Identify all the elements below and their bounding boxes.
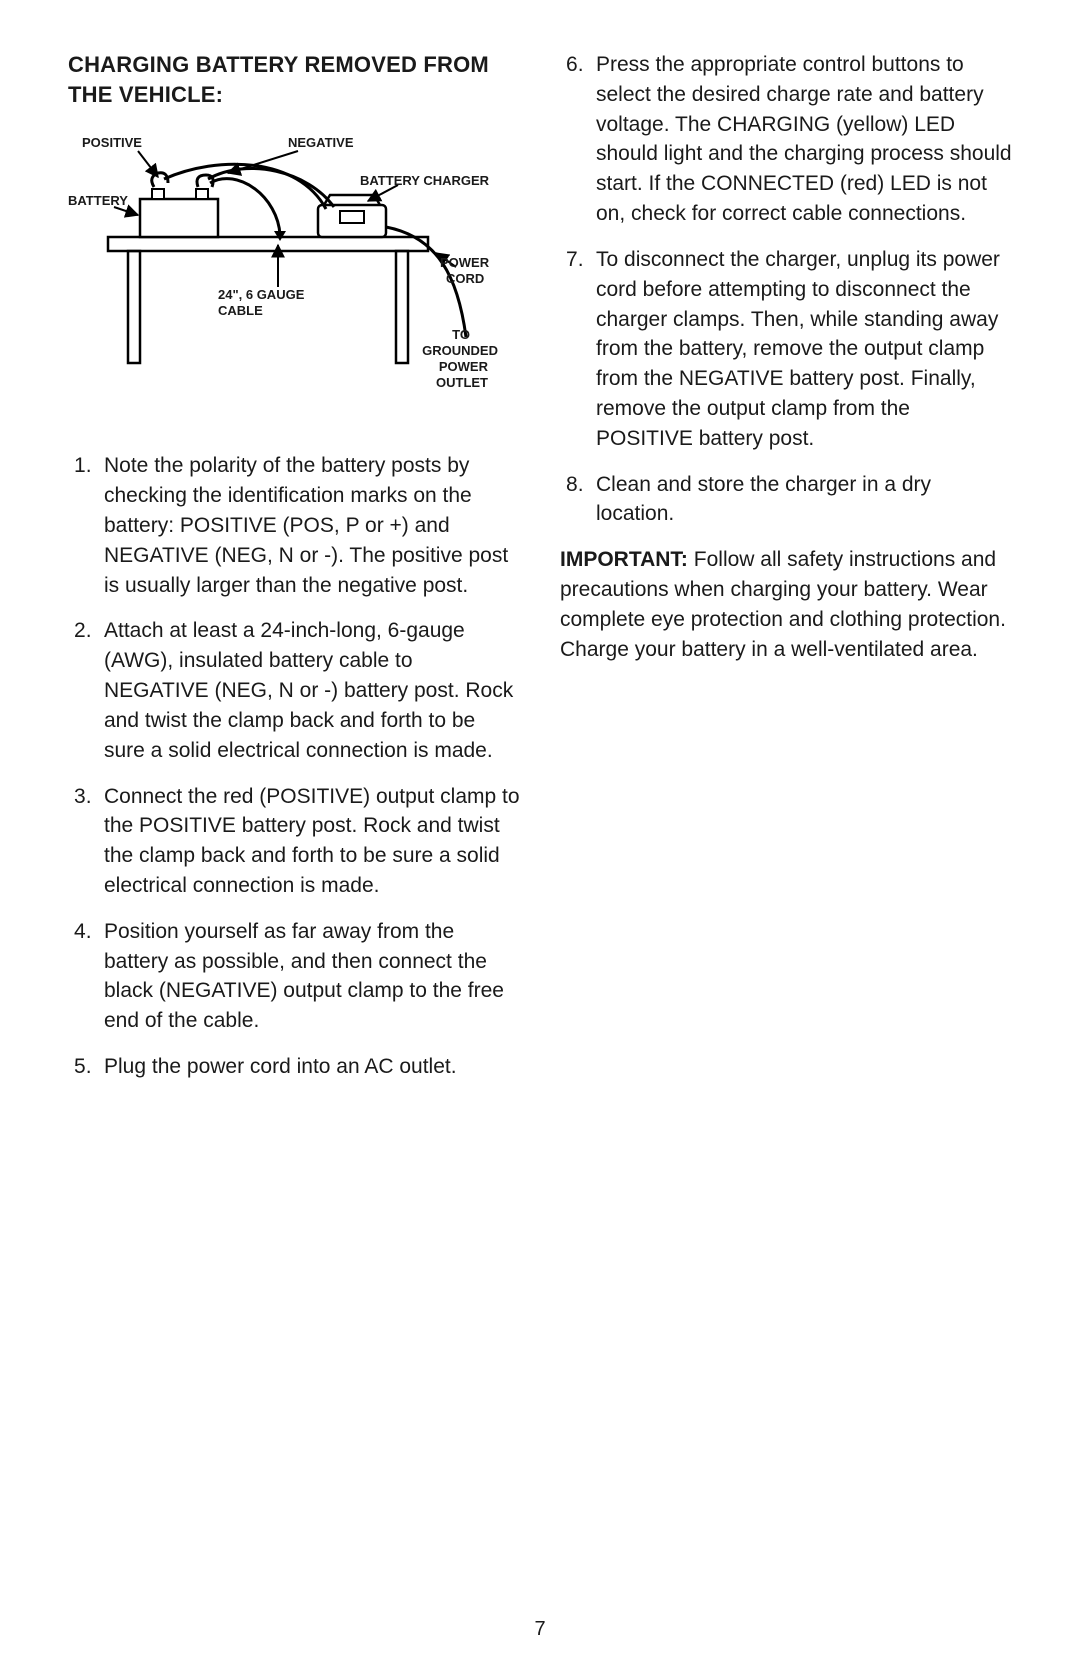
label-battery: BATTERY (68, 193, 128, 208)
important-note: IMPORTANT: Follow all safety instruction… (560, 545, 1012, 664)
step-item: Plug the power cord into an AC outlet. (74, 1052, 520, 1082)
left-steps-list: Note the polarity of the battery posts b… (68, 451, 520, 1081)
diagram-svg: POSITIVE NEGATIVE BATTERY BATTERY CHARGE… (68, 127, 518, 427)
label-grounded: GROUNDED (422, 343, 498, 358)
label-cable-2: CABLE (218, 303, 263, 318)
label-positive: POSITIVE (82, 135, 142, 150)
step-item: Attach at least a 24-inch-long, 6-gauge … (74, 616, 520, 765)
right-steps-list: Press the appropriate control buttons to… (560, 50, 1012, 529)
step-item: Connect the red (POSITIVE) output clamp … (74, 782, 520, 901)
important-lead: IMPORTANT: (560, 548, 688, 571)
label-to: TO (452, 327, 470, 342)
label-outlet: OUTLET (436, 375, 488, 390)
step-item: Position yourself as far away from the b… (74, 917, 520, 1036)
label-negative: NEGATIVE (288, 135, 354, 150)
step-item: Note the polarity of the battery posts b… (74, 451, 520, 600)
label-battery-charger: BATTERY CHARGER (360, 173, 490, 188)
label-cord: CORD (446, 271, 484, 286)
two-column-layout: CHARGING BATTERY REMOVED FROM THE VEHICL… (68, 50, 1012, 1098)
right-column: Press the appropriate control buttons to… (560, 50, 1012, 1098)
step-item: Clean and store the charger in a dry loc… (566, 470, 1012, 530)
step-item: To disconnect the charger, unplug its po… (566, 245, 1012, 454)
label-power2: POWER (439, 359, 489, 374)
label-cable-1: 24", 6 GAUGE (218, 287, 305, 302)
section-heading: CHARGING BATTERY REMOVED FROM THE VEHICL… (68, 50, 520, 109)
wiring-diagram: POSITIVE NEGATIVE BATTERY BATTERY CHARGE… (68, 127, 520, 427)
label-power: POWER (440, 255, 490, 270)
page-number: 7 (0, 1618, 1080, 1641)
manual-page: CHARGING BATTERY REMOVED FROM THE VEHICL… (0, 0, 1080, 1669)
step-item: Press the appropriate control buttons to… (566, 50, 1012, 229)
left-column: CHARGING BATTERY REMOVED FROM THE VEHICL… (68, 50, 520, 1098)
